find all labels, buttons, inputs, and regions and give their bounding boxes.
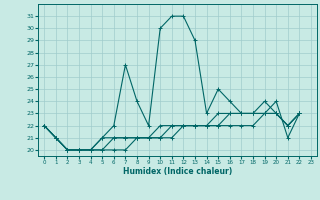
X-axis label: Humidex (Indice chaleur): Humidex (Indice chaleur) (123, 167, 232, 176)
